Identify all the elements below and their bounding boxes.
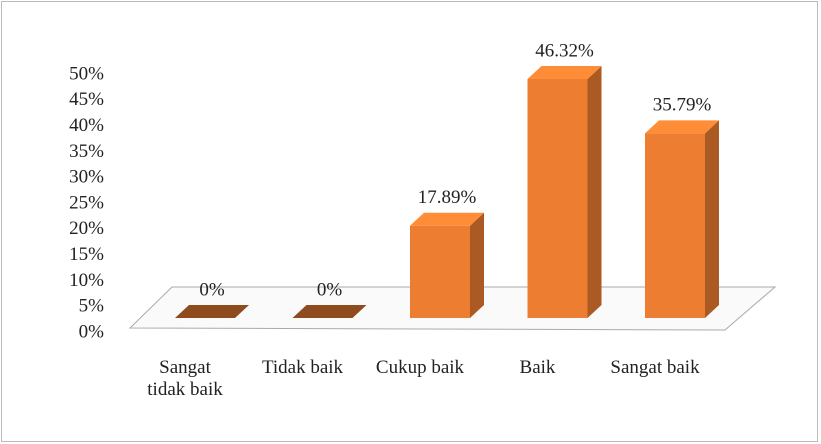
y-tick-label: 30%: [69, 167, 104, 188]
bar-side: [705, 120, 719, 318]
y-tick-label: 5%: [79, 296, 105, 317]
x-tick-label: Baik: [483, 357, 593, 379]
bar-side: [588, 66, 602, 318]
x-tick-label: Tidak baik: [248, 357, 358, 379]
y-tick-label: 10%: [69, 270, 104, 291]
bar-front: [528, 79, 588, 318]
y-tick-label: 20%: [69, 218, 104, 239]
y-tick-label: 0%: [79, 321, 105, 342]
bar: [410, 213, 484, 318]
y-tick-label: 50%: [69, 63, 104, 84]
bar: [645, 120, 719, 318]
bar: [528, 66, 602, 318]
value-label: 46.32%: [535, 40, 594, 61]
value-label: 35.79%: [653, 95, 712, 116]
value-label: 0%: [199, 279, 225, 300]
x-tick-label: Cukup baik: [365, 357, 475, 379]
y-tick-label: 15%: [69, 244, 104, 265]
value-label: 17.89%: [418, 187, 477, 208]
page: 0% 5% 10% 15% 20% 25% 30% 35% 40% 45% 50% 0% 0% 17.89…: [0, 0, 821, 444]
bar-front: [410, 226, 470, 318]
y-tick-label: 35%: [69, 141, 104, 162]
bar-side: [470, 213, 484, 318]
x-tick-label: Sangat baik: [600, 357, 710, 379]
y-tick-label: 25%: [69, 192, 104, 213]
bar-front: [645, 133, 705, 318]
value-label: 0%: [317, 279, 343, 300]
x-tick-label: Sangat tidak baik: [140, 357, 230, 401]
y-tick-label: 40%: [69, 115, 104, 136]
y-tick-label: 45%: [69, 89, 104, 110]
